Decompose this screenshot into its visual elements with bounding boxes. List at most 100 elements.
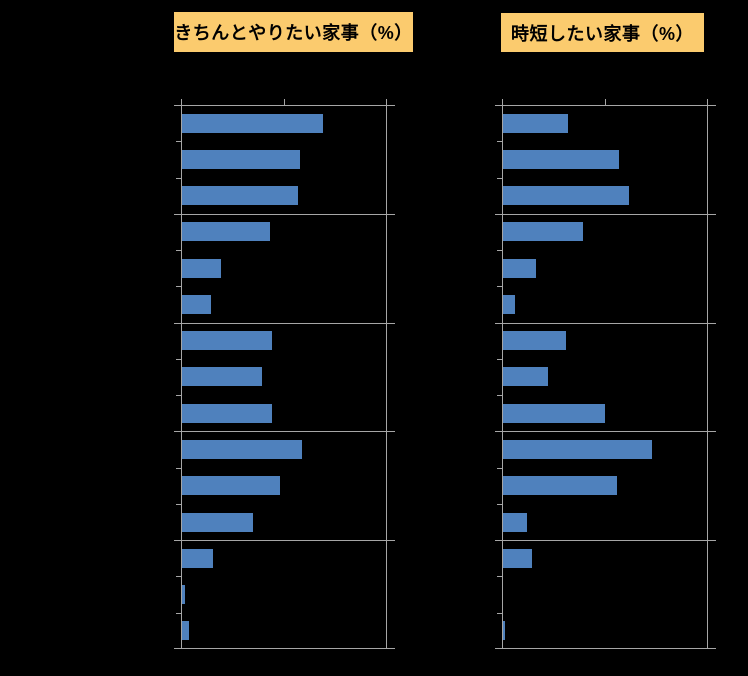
bar-slot [182, 214, 386, 250]
bar [182, 186, 299, 206]
right-bar-chart [495, 99, 716, 649]
category-axis-minor-tick [497, 503, 502, 505]
bar [182, 585, 185, 605]
right-chart-title-text: 時短したい家事（%） [510, 23, 694, 44]
category-axis-minor-tick [497, 576, 502, 578]
category-axis-minor-tick [176, 358, 181, 360]
bar [503, 440, 652, 460]
bar-slot [503, 504, 707, 540]
bar [182, 367, 262, 387]
bar-slot [182, 576, 386, 612]
bar [182, 440, 303, 460]
category-axis-line [181, 99, 182, 649]
bar [182, 476, 280, 496]
category-axis-minor-tick [176, 395, 181, 397]
category-axis-minor-tick [497, 395, 502, 397]
value-axis-tick [707, 99, 708, 105]
bar-slot [503, 178, 707, 214]
bar-slot [182, 504, 386, 540]
bar [182, 113, 323, 133]
category-axis-minor-tick [176, 177, 181, 179]
left-bar-chart [174, 99, 395, 649]
bar-slot [503, 613, 707, 649]
category-separator-gridline [495, 431, 716, 433]
category-axis-minor-tick [176, 612, 181, 614]
plot-border-right [707, 105, 708, 649]
category-axis-minor-tick [497, 177, 502, 179]
bar [182, 258, 221, 278]
category-separator-gridline [174, 540, 395, 542]
category-separator-gridline [495, 213, 716, 215]
bar [503, 113, 569, 133]
value-axis-tick [284, 99, 285, 105]
bar [503, 621, 506, 641]
left-chart-title: きちんとやりたい家事（%） [174, 12, 413, 52]
bar [182, 512, 254, 532]
category-separator-gridline [495, 322, 716, 324]
bar-slot [503, 576, 707, 612]
value-axis-top-line [174, 105, 395, 106]
bar-slot [503, 540, 707, 576]
bar-slot [182, 431, 386, 467]
bar-slot [503, 214, 707, 250]
category-separator-gridline [174, 213, 395, 215]
bar [503, 403, 605, 423]
bar [503, 331, 567, 351]
bar [182, 294, 211, 314]
bar [503, 222, 583, 242]
category-separator-gridline [495, 540, 716, 542]
bar-slot [182, 178, 386, 214]
left-chart-plot-area [174, 99, 395, 649]
bar [182, 548, 213, 568]
plot-border-bottom [174, 648, 395, 649]
bar-slot [503, 105, 707, 141]
bar-slot [503, 250, 707, 286]
value-axis-tick [605, 99, 606, 105]
bar-slot [503, 286, 707, 322]
bar-slot [182, 468, 386, 504]
bar-slot [503, 323, 707, 359]
category-axis-minor-tick [176, 503, 181, 505]
bar-slot [503, 431, 707, 467]
bar-slot [182, 359, 386, 395]
plot-border-bottom [495, 648, 716, 649]
bar-slot [503, 468, 707, 504]
bar [503, 149, 620, 169]
bar [503, 186, 630, 206]
category-axis-minor-tick [497, 250, 502, 252]
category-axis-minor-tick [176, 250, 181, 252]
bar [503, 258, 536, 278]
category-axis-minor-tick [497, 612, 502, 614]
right-chart-plot-area [495, 99, 716, 649]
bar-slot [503, 395, 707, 431]
bar-slot [182, 105, 386, 141]
category-axis-minor-tick [176, 141, 181, 143]
plot-border-right [386, 105, 387, 649]
bar [182, 331, 272, 351]
category-axis-line [502, 99, 503, 649]
left-chart-title-text: きちんとやりたい家事（%） [174, 23, 413, 43]
bar [182, 149, 301, 169]
bar-slot [182, 613, 386, 649]
bar [503, 294, 516, 314]
category-separator-gridline [174, 322, 395, 324]
bar-slot [182, 250, 386, 286]
bar-slot [182, 141, 386, 177]
right-chart-title: 時短したい家事（%） [501, 13, 704, 52]
category-axis-minor-tick [497, 467, 502, 469]
value-axis-tick [386, 99, 387, 105]
bar [182, 621, 190, 641]
bar [182, 403, 272, 423]
bar [503, 367, 548, 387]
bar [503, 548, 532, 568]
category-axis-minor-tick [497, 141, 502, 143]
category-axis-minor-tick [497, 358, 502, 360]
value-axis-top-line [495, 105, 716, 106]
bar-slot [182, 323, 386, 359]
category-axis-minor-tick [497, 286, 502, 288]
bar-slot [182, 540, 386, 576]
bar-slot [182, 286, 386, 322]
category-axis-minor-tick [176, 467, 181, 469]
category-separator-gridline [174, 431, 395, 433]
